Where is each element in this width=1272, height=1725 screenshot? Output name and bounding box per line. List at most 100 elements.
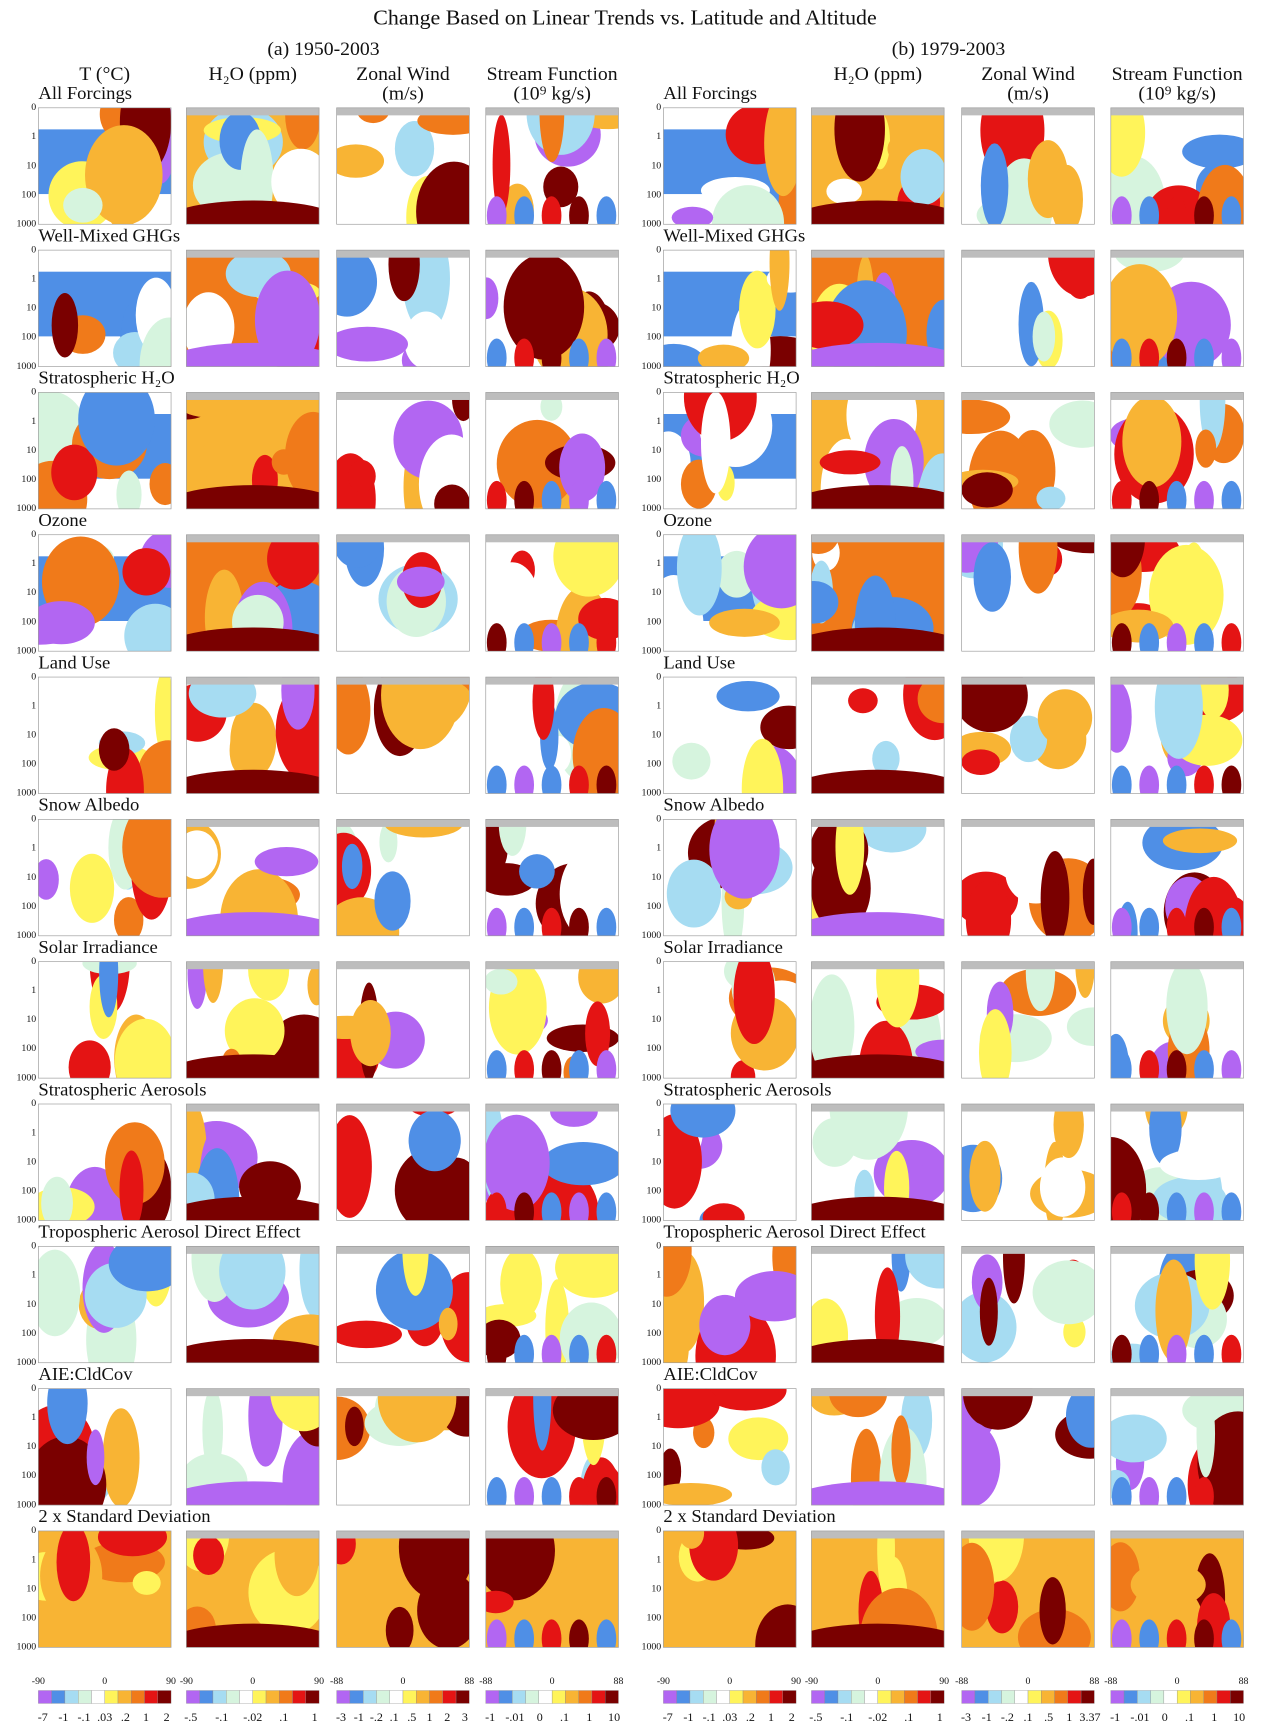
contour-blob xyxy=(514,765,535,794)
row-label: Snow Albedo xyxy=(663,795,764,815)
contour-blob xyxy=(486,623,507,652)
contour-blob xyxy=(811,974,855,1079)
contour-plot xyxy=(811,534,945,652)
contour-blob xyxy=(550,1104,598,1127)
contour-blob xyxy=(811,1054,945,1079)
contour-plot xyxy=(961,677,1095,794)
colorbar-segment xyxy=(703,1690,717,1704)
contour-blob xyxy=(1111,765,1132,794)
contour-blob xyxy=(885,1297,945,1347)
plot-frame xyxy=(961,1388,1095,1506)
contour-blob xyxy=(900,148,945,205)
colorbar-label: -.1 xyxy=(78,1710,91,1724)
top-band xyxy=(336,1530,470,1539)
x-tick-label: 0 xyxy=(550,1676,555,1687)
y-tick-label: 0 xyxy=(656,1098,661,1109)
contour-blob xyxy=(486,907,507,936)
contour-blob xyxy=(1111,1192,1132,1221)
top-band xyxy=(811,677,945,685)
plot-frame xyxy=(663,1388,797,1506)
colorbar-segment xyxy=(498,1690,513,1704)
plot-frame xyxy=(186,534,320,652)
y-tick-label: 1 xyxy=(31,131,36,142)
contour-plot xyxy=(186,961,320,1079)
top-band xyxy=(1110,1246,1244,1254)
y-tick-label: 1000 xyxy=(16,788,36,799)
contour-plot xyxy=(663,1530,797,1648)
contour-blob xyxy=(734,1271,797,1322)
contour-plot xyxy=(336,1104,470,1221)
contour-blob xyxy=(1110,1414,1167,1463)
colorbar-segment xyxy=(578,1690,593,1704)
contour-blob xyxy=(559,1302,619,1363)
y-tick-label: 10 xyxy=(26,1157,36,1168)
contour-blob xyxy=(961,1421,1001,1506)
plot-frame xyxy=(485,1530,619,1648)
y-tick-label: 0 xyxy=(656,244,661,255)
top-band xyxy=(961,1388,1095,1397)
colorbar-segment xyxy=(402,1690,417,1704)
contour-plot xyxy=(961,534,1095,652)
y-tick-label: 0 xyxy=(656,529,661,540)
plot-frame xyxy=(1110,961,1244,1079)
contour-blob xyxy=(811,200,945,225)
y-tick-label: 1000 xyxy=(642,361,662,372)
contour-blob xyxy=(596,1334,617,1363)
colorbar-label: 2 xyxy=(789,1710,795,1724)
top-band xyxy=(485,250,619,258)
colorbar-label: -.02 xyxy=(868,1710,887,1724)
colorbar-segment xyxy=(104,1690,119,1704)
contour-blob xyxy=(254,270,320,367)
y-tick-label: 10 xyxy=(651,1441,661,1452)
plot-frame xyxy=(1110,107,1244,225)
contour-blob xyxy=(963,1388,1033,1430)
colorbar-segment xyxy=(131,1690,145,1704)
contour-blob xyxy=(743,534,797,609)
contour-blob xyxy=(961,749,1000,775)
contour-blob xyxy=(68,677,124,728)
top-band xyxy=(961,250,1095,258)
contour-blob xyxy=(514,196,535,225)
plot-frame xyxy=(38,107,172,225)
colorbar-segment xyxy=(51,1690,66,1704)
y-tick-label: 1 xyxy=(656,416,661,427)
contour-blob xyxy=(1040,851,1070,936)
y-tick-label: 1 xyxy=(31,1270,36,1281)
top-band xyxy=(811,534,945,543)
contour-blob xyxy=(485,968,518,995)
colorbar-segment xyxy=(1054,1690,1068,1704)
contour-blob xyxy=(492,114,511,215)
row-label: Solar Irradiance xyxy=(663,937,782,957)
plot-frame xyxy=(336,249,470,367)
contour-plot xyxy=(1110,1246,1244,1363)
contour-plot xyxy=(186,250,320,367)
contour-blob xyxy=(1149,1104,1182,1166)
contour-blob xyxy=(1082,858,1095,925)
contour-plot xyxy=(485,1246,619,1363)
contour-blob xyxy=(811,580,839,624)
contour-blob xyxy=(154,677,172,756)
contour-blob xyxy=(1154,677,1203,759)
contour-blob xyxy=(1110,264,1178,367)
contour-plot xyxy=(811,250,945,367)
colorbar-segment xyxy=(917,1690,932,1704)
contour-blob xyxy=(663,1246,692,1297)
contour-blob xyxy=(1198,677,1229,719)
colorbar-label: 1 xyxy=(768,1710,774,1724)
contour-blob xyxy=(1139,1192,1160,1221)
contour-blob xyxy=(854,575,896,652)
contour-blob xyxy=(834,107,885,182)
plot-frame xyxy=(38,249,172,367)
contour-blob xyxy=(336,250,378,317)
colorbar-label: 1 xyxy=(1211,1710,1217,1724)
contour-blob xyxy=(202,1388,224,1473)
contour-blob xyxy=(961,677,1028,733)
plot-frame xyxy=(961,961,1095,1079)
contour-blob xyxy=(811,1481,945,1506)
contour-plot xyxy=(485,534,619,652)
contour-blob xyxy=(1221,338,1242,367)
contour-blob xyxy=(51,444,98,501)
colorbar-label: -.5 xyxy=(184,1710,197,1724)
y-tick-label: 100 xyxy=(646,616,661,627)
